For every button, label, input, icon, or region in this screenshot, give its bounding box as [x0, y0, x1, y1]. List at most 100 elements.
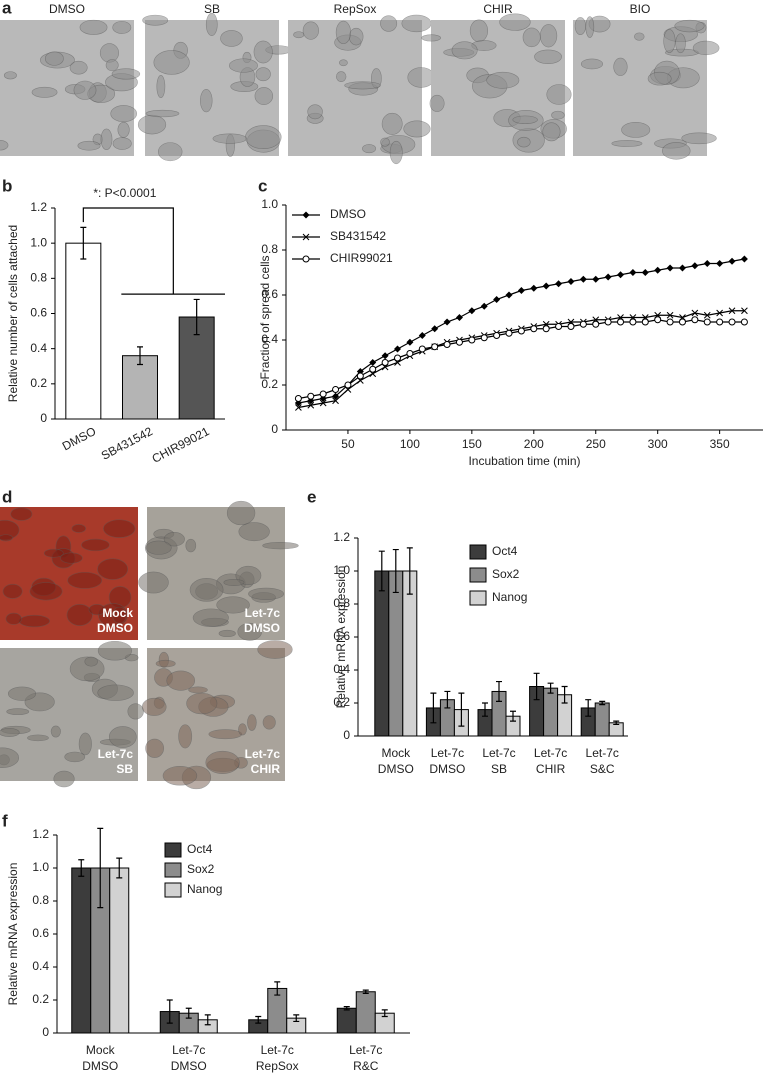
cell: [212, 133, 247, 144]
legend-swatch: [164, 842, 182, 858]
cell: [29, 582, 63, 601]
image-caption: DMSO: [244, 621, 280, 635]
point: [307, 401, 315, 409]
cell: [10, 507, 33, 521]
x-tick-label: Let-7c: [534, 746, 567, 760]
image-caption: DMSO: [97, 621, 133, 635]
x-tick-label: Mock: [86, 1043, 116, 1057]
x-tick-label: CHIR99021: [150, 424, 212, 466]
x-tick-label: Mock: [381, 746, 411, 760]
legend-label: DMSO: [330, 207, 366, 221]
cell: [156, 75, 166, 99]
cell: [534, 49, 562, 65]
cell: [451, 41, 478, 60]
y-tick-label: 0.6: [30, 306, 47, 320]
point: [592, 320, 600, 328]
cell: [486, 71, 520, 89]
point: [332, 397, 339, 405]
error-bar: [496, 680, 502, 702]
x-tick-label: DMSO: [171, 1059, 207, 1073]
point: [678, 264, 686, 272]
point: [666, 311, 674, 319]
point: [394, 354, 402, 362]
cell: [88, 604, 106, 616]
point: [369, 365, 377, 373]
point: [567, 278, 575, 285]
cell: [469, 19, 489, 43]
cell: [5, 612, 22, 625]
image-caption: Let-7c: [245, 606, 281, 620]
point: [418, 345, 426, 353]
cell: [145, 109, 180, 118]
error-bar: [185, 1007, 192, 1019]
point: [604, 273, 612, 281]
x-tick-label: SB: [491, 762, 507, 776]
error-bar: [343, 1006, 350, 1011]
point: [294, 395, 302, 402]
cell: [100, 128, 113, 151]
point: [567, 323, 575, 330]
cell: [77, 140, 101, 151]
cell: [162, 766, 198, 786]
y-axis-title: Relative mRNA expression: [334, 566, 348, 709]
cell: [50, 725, 61, 738]
cell: [681, 132, 717, 145]
x-tick-label: 50: [341, 437, 355, 451]
image-title: DMSO: [49, 2, 85, 16]
x-tick-label: DMSO: [60, 424, 98, 453]
cell: [429, 94, 445, 112]
point: [728, 257, 736, 265]
annotation: *: P<0.0001: [93, 186, 156, 200]
point: [455, 338, 463, 346]
error-bar: [137, 346, 143, 366]
cell: [0, 728, 20, 737]
cell: [78, 732, 92, 756]
x-tick-label: SB431542: [99, 424, 155, 463]
cell: [344, 81, 381, 90]
cell: [663, 29, 676, 53]
point: [480, 302, 488, 310]
cell: [112, 606, 127, 624]
cell: [336, 71, 347, 83]
cell: [81, 538, 110, 552]
cell: [339, 59, 348, 67]
y-tick-label: 1.0: [32, 860, 49, 874]
cell: [188, 686, 208, 694]
image-caption: SB: [116, 762, 133, 776]
cell: [517, 136, 531, 148]
x-tick-label: Let-7c: [431, 746, 464, 760]
y-axis-title: Relative number of cells attached: [6, 225, 20, 402]
error-bar: [458, 692, 465, 727]
legend-label: CHIR99021: [330, 251, 393, 265]
y-axis-title: Fraction of spread cells: [258, 255, 272, 379]
cell: [403, 120, 431, 138]
legend-swatch: [164, 882, 182, 898]
image-caption: Mock: [102, 606, 133, 620]
cell: [6, 708, 30, 716]
image-title: RepSox: [334, 2, 377, 16]
cell: [137, 114, 167, 135]
point: [517, 287, 525, 294]
cell: [307, 104, 323, 120]
point: [295, 404, 302, 411]
x-axis-title: Incubation time (min): [468, 454, 580, 468]
cell: [138, 571, 169, 594]
x-tick-label: 350: [710, 437, 730, 451]
y-axis-title: Relative mRNA expression: [6, 863, 20, 1006]
cell: [247, 714, 257, 731]
point: [641, 269, 649, 276]
bar: [374, 570, 390, 737]
y-tick-label: 0.6: [333, 629, 350, 643]
cell: [0, 534, 13, 542]
legend-swatch: [469, 544, 487, 560]
x-tick-label: R&C: [353, 1059, 379, 1073]
point: [542, 282, 550, 290]
y-tick-label: 0: [343, 728, 350, 742]
cell: [67, 571, 103, 589]
cell: [674, 19, 705, 33]
point: [493, 332, 501, 339]
y-tick-label: 0.4: [30, 341, 47, 355]
cell: [226, 500, 256, 526]
cell: [178, 724, 193, 749]
x-tick-label: Let-7c: [482, 746, 515, 760]
